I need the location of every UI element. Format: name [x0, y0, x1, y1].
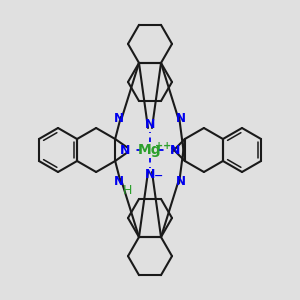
Text: N: N: [170, 143, 180, 157]
Text: N: N: [145, 169, 155, 182]
Text: ++: ++: [155, 141, 171, 151]
Text: N: N: [176, 112, 186, 125]
Text: Mg: Mg: [138, 143, 162, 157]
Text: N: N: [176, 175, 186, 188]
Text: N: N: [114, 175, 124, 188]
Text: N: N: [145, 118, 155, 131]
Text: H: H: [122, 184, 132, 197]
Text: N: N: [114, 112, 124, 125]
Text: −: −: [154, 171, 164, 181]
Text: N: N: [120, 143, 130, 157]
